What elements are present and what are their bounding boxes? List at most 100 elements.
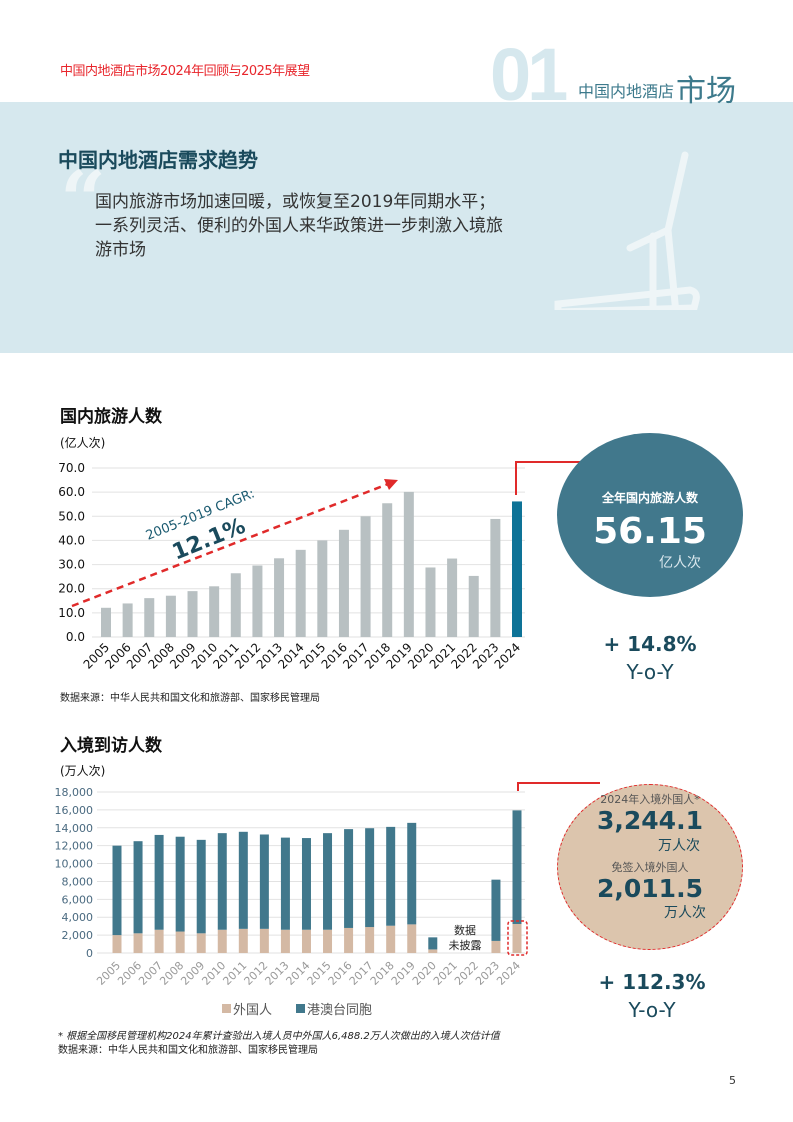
bar-2007-foreign [154, 929, 164, 953]
bar-2017-hmt [365, 828, 375, 928]
banner-quote: 国内旅游市场加速回暖，或恢复至2019年同期水平；一系列灵活、便利的外国人来华政… [95, 192, 503, 260]
y-tick-label: 12,000 [55, 840, 94, 853]
highlight-label-1: 2024年入境外国人* [600, 793, 700, 806]
domestic-yoy-value: + 14.8% [603, 632, 697, 656]
bar-2008-hmt [175, 836, 185, 932]
bar-2008 [165, 595, 176, 637]
domestic-source: 数据来源：中华人民共和国文化和旅游部、国家移民管理局 [60, 693, 320, 704]
domestic-chart-title: 国内旅游人数 [60, 407, 162, 427]
bar-2015 [317, 540, 328, 637]
bar-2013-foreign [280, 929, 290, 953]
legend-swatch [296, 1004, 305, 1013]
y-tick-label: 18,000 [55, 786, 94, 799]
y-tick-label: 10,000 [55, 858, 94, 871]
bar-2018-hmt [386, 826, 396, 926]
y-tick-label: 50.0 [58, 509, 85, 523]
section-number: 01 [490, 33, 568, 116]
callout-connector [515, 461, 585, 495]
y-tick-label: 6,000 [62, 893, 94, 906]
undisclosed-label: 未披露 [449, 938, 482, 952]
bar-2020-foreign [428, 949, 438, 953]
y-tick-label: 60.0 [58, 485, 85, 499]
y-tick-label: 4,000 [62, 911, 94, 924]
bar-2015-foreign [323, 929, 333, 953]
bar-2011 [230, 573, 241, 637]
bar-2010-hmt [217, 833, 227, 930]
y-tick-label: 20.0 [58, 582, 85, 596]
bar-2013 [274, 558, 285, 637]
bar-2019-foreign [407, 924, 417, 953]
highlight-unit-2: 万人次 [664, 905, 706, 921]
bar-2014-hmt [301, 838, 311, 930]
bar-2014 [295, 549, 306, 637]
inbound-yoy-label: Y-o-Y [628, 998, 676, 1022]
bar-2005-hmt [112, 845, 122, 936]
bar-2016 [338, 529, 349, 637]
inbound-chart-unit: (万人次) [60, 764, 106, 778]
bar-2007-hmt [154, 834, 164, 930]
bar-2016-hmt [344, 829, 354, 928]
bar-2021 [447, 558, 458, 637]
bar-2016-foreign [344, 927, 354, 953]
banner [0, 102, 793, 353]
highlight-label-2: 免签入境外国人 [611, 860, 689, 874]
bar-2018-foreign [386, 925, 396, 953]
bar-2024 [512, 501, 522, 637]
bar-2010 [209, 586, 220, 637]
bar-2022 [468, 575, 479, 637]
section-label-small: 中国内地酒店 [578, 82, 675, 101]
domestic-chart-unit: (亿人次) [60, 436, 106, 450]
bar-2015-hmt [323, 833, 333, 930]
domestic-chart: 0.010.020.030.040.050.060.070.0200520062… [58, 461, 585, 672]
inbound-source: 数据来源：中华人民共和国文化和旅游部、国家移民管理局 [58, 1045, 318, 1056]
quote-mark-icon: “ [60, 153, 107, 247]
bar-2013-hmt [280, 837, 290, 930]
callout-connector [517, 782, 600, 791]
highlight-unit: 亿人次 [659, 554, 701, 571]
y-tick-label: 40.0 [58, 533, 85, 547]
bar-2009-hmt [196, 839, 206, 934]
y-tick-label: 10.0 [58, 606, 85, 620]
x-tick-label: 2024 [492, 640, 523, 671]
highlight-label: 全年国内旅游人数 [601, 491, 698, 505]
bar-2010-foreign [217, 929, 227, 953]
highlight-value: 56.15 [593, 511, 707, 552]
y-tick-label: 14,000 [55, 822, 94, 835]
inbound-yoy-value: + 112.3% [598, 970, 706, 994]
bar-2012 [252, 565, 263, 637]
arrow-head-icon [384, 479, 398, 490]
bar-2005-foreign [112, 935, 122, 953]
y-tick-label: 0.0 [66, 630, 85, 644]
bar-2006 [122, 603, 133, 637]
y-tick-label: 30.0 [58, 558, 85, 572]
bar-2011-foreign [238, 928, 248, 953]
bar-2012-hmt [259, 834, 269, 929]
section-label-big: 市场 [676, 74, 736, 109]
bar-2006-foreign [133, 933, 143, 953]
highlight-value-1: 3,244.1 [597, 806, 703, 835]
legend-label: 外国人 [233, 1003, 272, 1018]
bar-2024-foreign [512, 923, 522, 953]
bar-2014-foreign [301, 929, 311, 953]
bar-2017 [360, 516, 371, 637]
bar-2006-hmt [133, 841, 143, 934]
y-tick-label: 0 [86, 947, 93, 960]
bar-2008-foreign [175, 931, 185, 953]
banner-title: 中国内地酒店需求趋势 [58, 148, 258, 172]
bar-2018 [382, 503, 393, 637]
report-title: 中国内地酒店市场2024年回顾与2025年展望 [60, 64, 310, 79]
treadmill-icon [554, 151, 700, 310]
bar-2024-hmt [512, 810, 522, 924]
bar-2023-foreign [491, 940, 501, 953]
bar-2012-foreign [259, 928, 269, 953]
highlight-unit-1: 万人次 [658, 837, 700, 854]
y-tick-label: 70.0 [58, 461, 85, 475]
bar-2023 [490, 518, 501, 637]
highlight-box [507, 920, 528, 956]
inbound-note: * 根据全国移民管理机构2024年累计查验出入境人员中外国人6,488.2万人次… [58, 1031, 500, 1042]
inbound-chart-title: 入境到访人数 [60, 736, 162, 756]
bar-2023-hmt [491, 879, 501, 941]
bar-2019 [403, 491, 414, 637]
y-tick-label: 16,000 [55, 804, 94, 817]
cagr-arrow [71, 482, 389, 608]
